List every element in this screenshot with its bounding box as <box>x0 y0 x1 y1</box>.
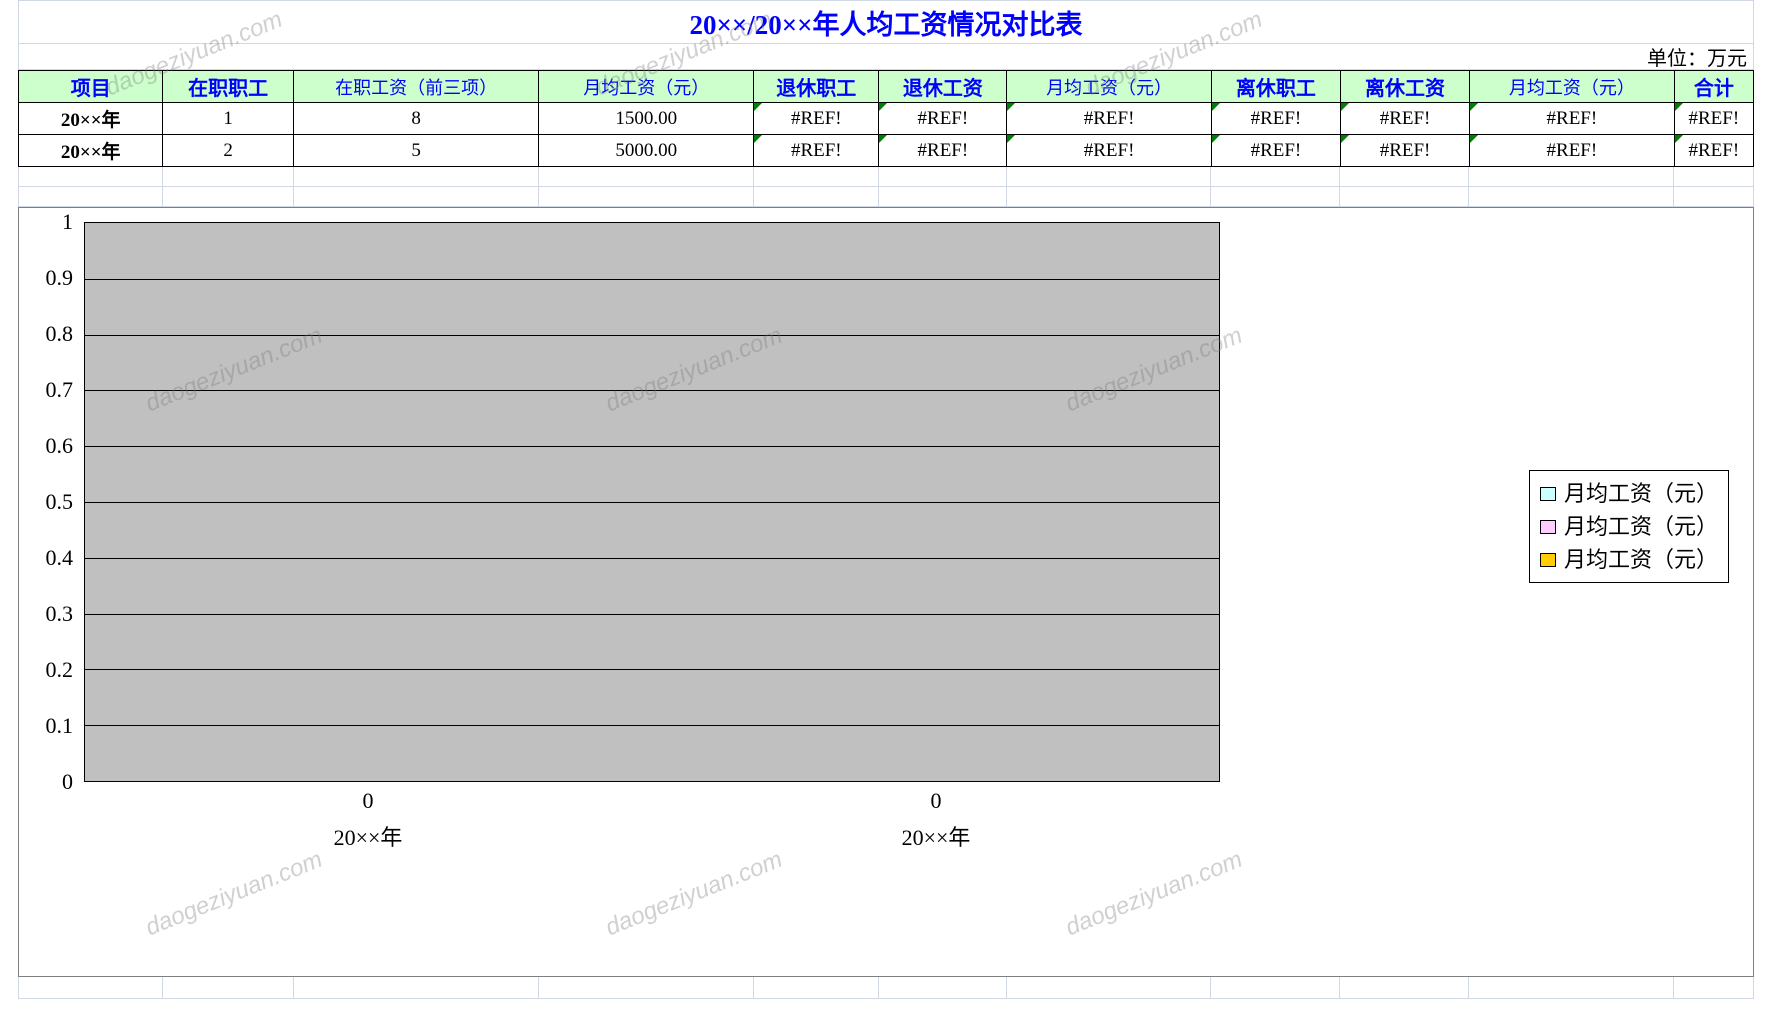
legend-item: 月均工资（元） <box>1540 510 1718 543</box>
table-header-cell[interactable]: 离休职工 <box>1211 71 1340 103</box>
legend-item: 月均工资（元） <box>1540 477 1718 510</box>
table-cell[interactable]: #REF! <box>754 135 879 167</box>
table-cell[interactable]: #REF! <box>1340 103 1469 135</box>
table-cell[interactable]: #REF! <box>879 135 1007 167</box>
y-tick-label: 0.1 <box>46 713 74 739</box>
table-cell[interactable]: #REF! <box>1340 135 1469 167</box>
table-row: 20××年181500.00#REF!#REF!#REF!#REF!#REF!#… <box>19 103 1754 135</box>
table-cell[interactable]: #REF! <box>1470 135 1675 167</box>
table-header-cell[interactable]: 在职工资（前三项） <box>293 71 538 103</box>
table-cell[interactable]: #REF! <box>1007 135 1212 167</box>
legend-swatch <box>1540 487 1556 501</box>
spreadsheet: 20××/20××年人均工资情况对比表 单位：万元 项目在职职工在职工资（前三项… <box>0 0 1772 1036</box>
y-tick-label: 0.5 <box>46 489 74 515</box>
table-cell[interactable]: 1 <box>163 103 293 135</box>
table-cell[interactable]: #REF! <box>1470 103 1675 135</box>
table-cell[interactable]: #REF! <box>1007 103 1212 135</box>
table-header-cell[interactable]: 退休职工 <box>754 71 879 103</box>
table-header-cell[interactable]: 月均工资（元） <box>1007 71 1212 103</box>
legend-label: 月均工资（元） <box>1564 543 1718 576</box>
table-header-cell[interactable]: 合计 <box>1674 71 1753 103</box>
legend-swatch <box>1540 553 1556 567</box>
x-category-label: 20××年 <box>334 820 403 852</box>
legend-swatch <box>1540 520 1556 534</box>
row-label-cell[interactable]: 20××年 <box>19 103 163 135</box>
y-tick-label: 0.8 <box>46 321 74 347</box>
title-row: 20××/20××年人均工资情况对比表 <box>18 0 1754 44</box>
x-value-label: 0 <box>931 788 942 814</box>
table-cell[interactable]: 8 <box>293 103 538 135</box>
table-header-cell[interactable]: 项目 <box>19 71 163 103</box>
y-tick-label: 0.7 <box>46 377 74 403</box>
legend-label: 月均工资（元） <box>1564 477 1718 510</box>
table-cell[interactable]: #REF! <box>1674 103 1753 135</box>
chart: 0 0.1 0.2 0.3 0.4 0.5 0.6 0.7 0.8 0.9 1 0 20××年 0 20×… <box>18 207 1754 977</box>
data-table[interactable]: 项目在职职工在职工资（前三项）月均工资（元）退休职工退休工资月均工资（元）离休职… <box>18 70 1754 167</box>
table-cell[interactable]: #REF! <box>1211 135 1340 167</box>
table-cell[interactable]: #REF! <box>1211 103 1340 135</box>
y-tick-label: 0 <box>62 769 73 795</box>
y-tick-label: 0.4 <box>46 545 74 571</box>
table-cell[interactable]: 5000.00 <box>539 135 754 167</box>
table-header-cell[interactable]: 退休工资 <box>879 71 1007 103</box>
chart-x-axis: 0 20××年 0 20××年 <box>84 786 1220 866</box>
chart-plot-area <box>84 222 1220 782</box>
unit-label: 单位：万元 <box>1647 42 1747 71</box>
table-header-cell[interactable]: 月均工资（元） <box>1470 71 1675 103</box>
y-tick-label: 1 <box>62 209 73 235</box>
legend-item: 月均工资（元） <box>1540 543 1718 576</box>
y-tick-label: 0.6 <box>46 433 74 459</box>
table-header-cell[interactable]: 在职职工 <box>163 71 293 103</box>
chart-legend: 月均工资（元）月均工资（元）月均工资（元） <box>1529 470 1729 583</box>
x-category-label: 20××年 <box>902 820 971 852</box>
table-header-cell[interactable]: 离休工资 <box>1340 71 1469 103</box>
chart-y-axis: 00.10.20.30.40.50.60.70.80.91 <box>19 222 77 782</box>
table-row: 20××年255000.00#REF!#REF!#REF!#REF!#REF!#… <box>19 135 1754 167</box>
bottom-grid-row <box>18 977 1754 999</box>
row-label-cell[interactable]: 20××年 <box>19 135 163 167</box>
table-cell[interactable]: #REF! <box>1674 135 1753 167</box>
legend-label: 月均工资（元） <box>1564 510 1718 543</box>
table-cell[interactable]: #REF! <box>754 103 879 135</box>
table-header-cell[interactable]: 月均工资（元） <box>539 71 754 103</box>
empty-grid-rows <box>18 167 1754 207</box>
table-cell[interactable]: 1500.00 <box>539 103 754 135</box>
x-value-label: 0 <box>363 788 374 814</box>
table-cell[interactable]: 2 <box>163 135 293 167</box>
y-tick-label: 0.9 <box>46 265 74 291</box>
y-tick-label: 0.3 <box>46 601 74 627</box>
table-cell[interactable]: #REF! <box>879 103 1007 135</box>
y-tick-label: 0.2 <box>46 657 74 683</box>
table-header-row: 项目在职职工在职工资（前三项）月均工资（元）退休职工退休工资月均工资（元）离休职… <box>19 71 1754 103</box>
table-cell[interactable]: 5 <box>293 135 538 167</box>
page-title: 20××/20××年人均工资情况对比表 <box>689 3 1082 42</box>
unit-row: 单位：万元 <box>18 44 1754 70</box>
